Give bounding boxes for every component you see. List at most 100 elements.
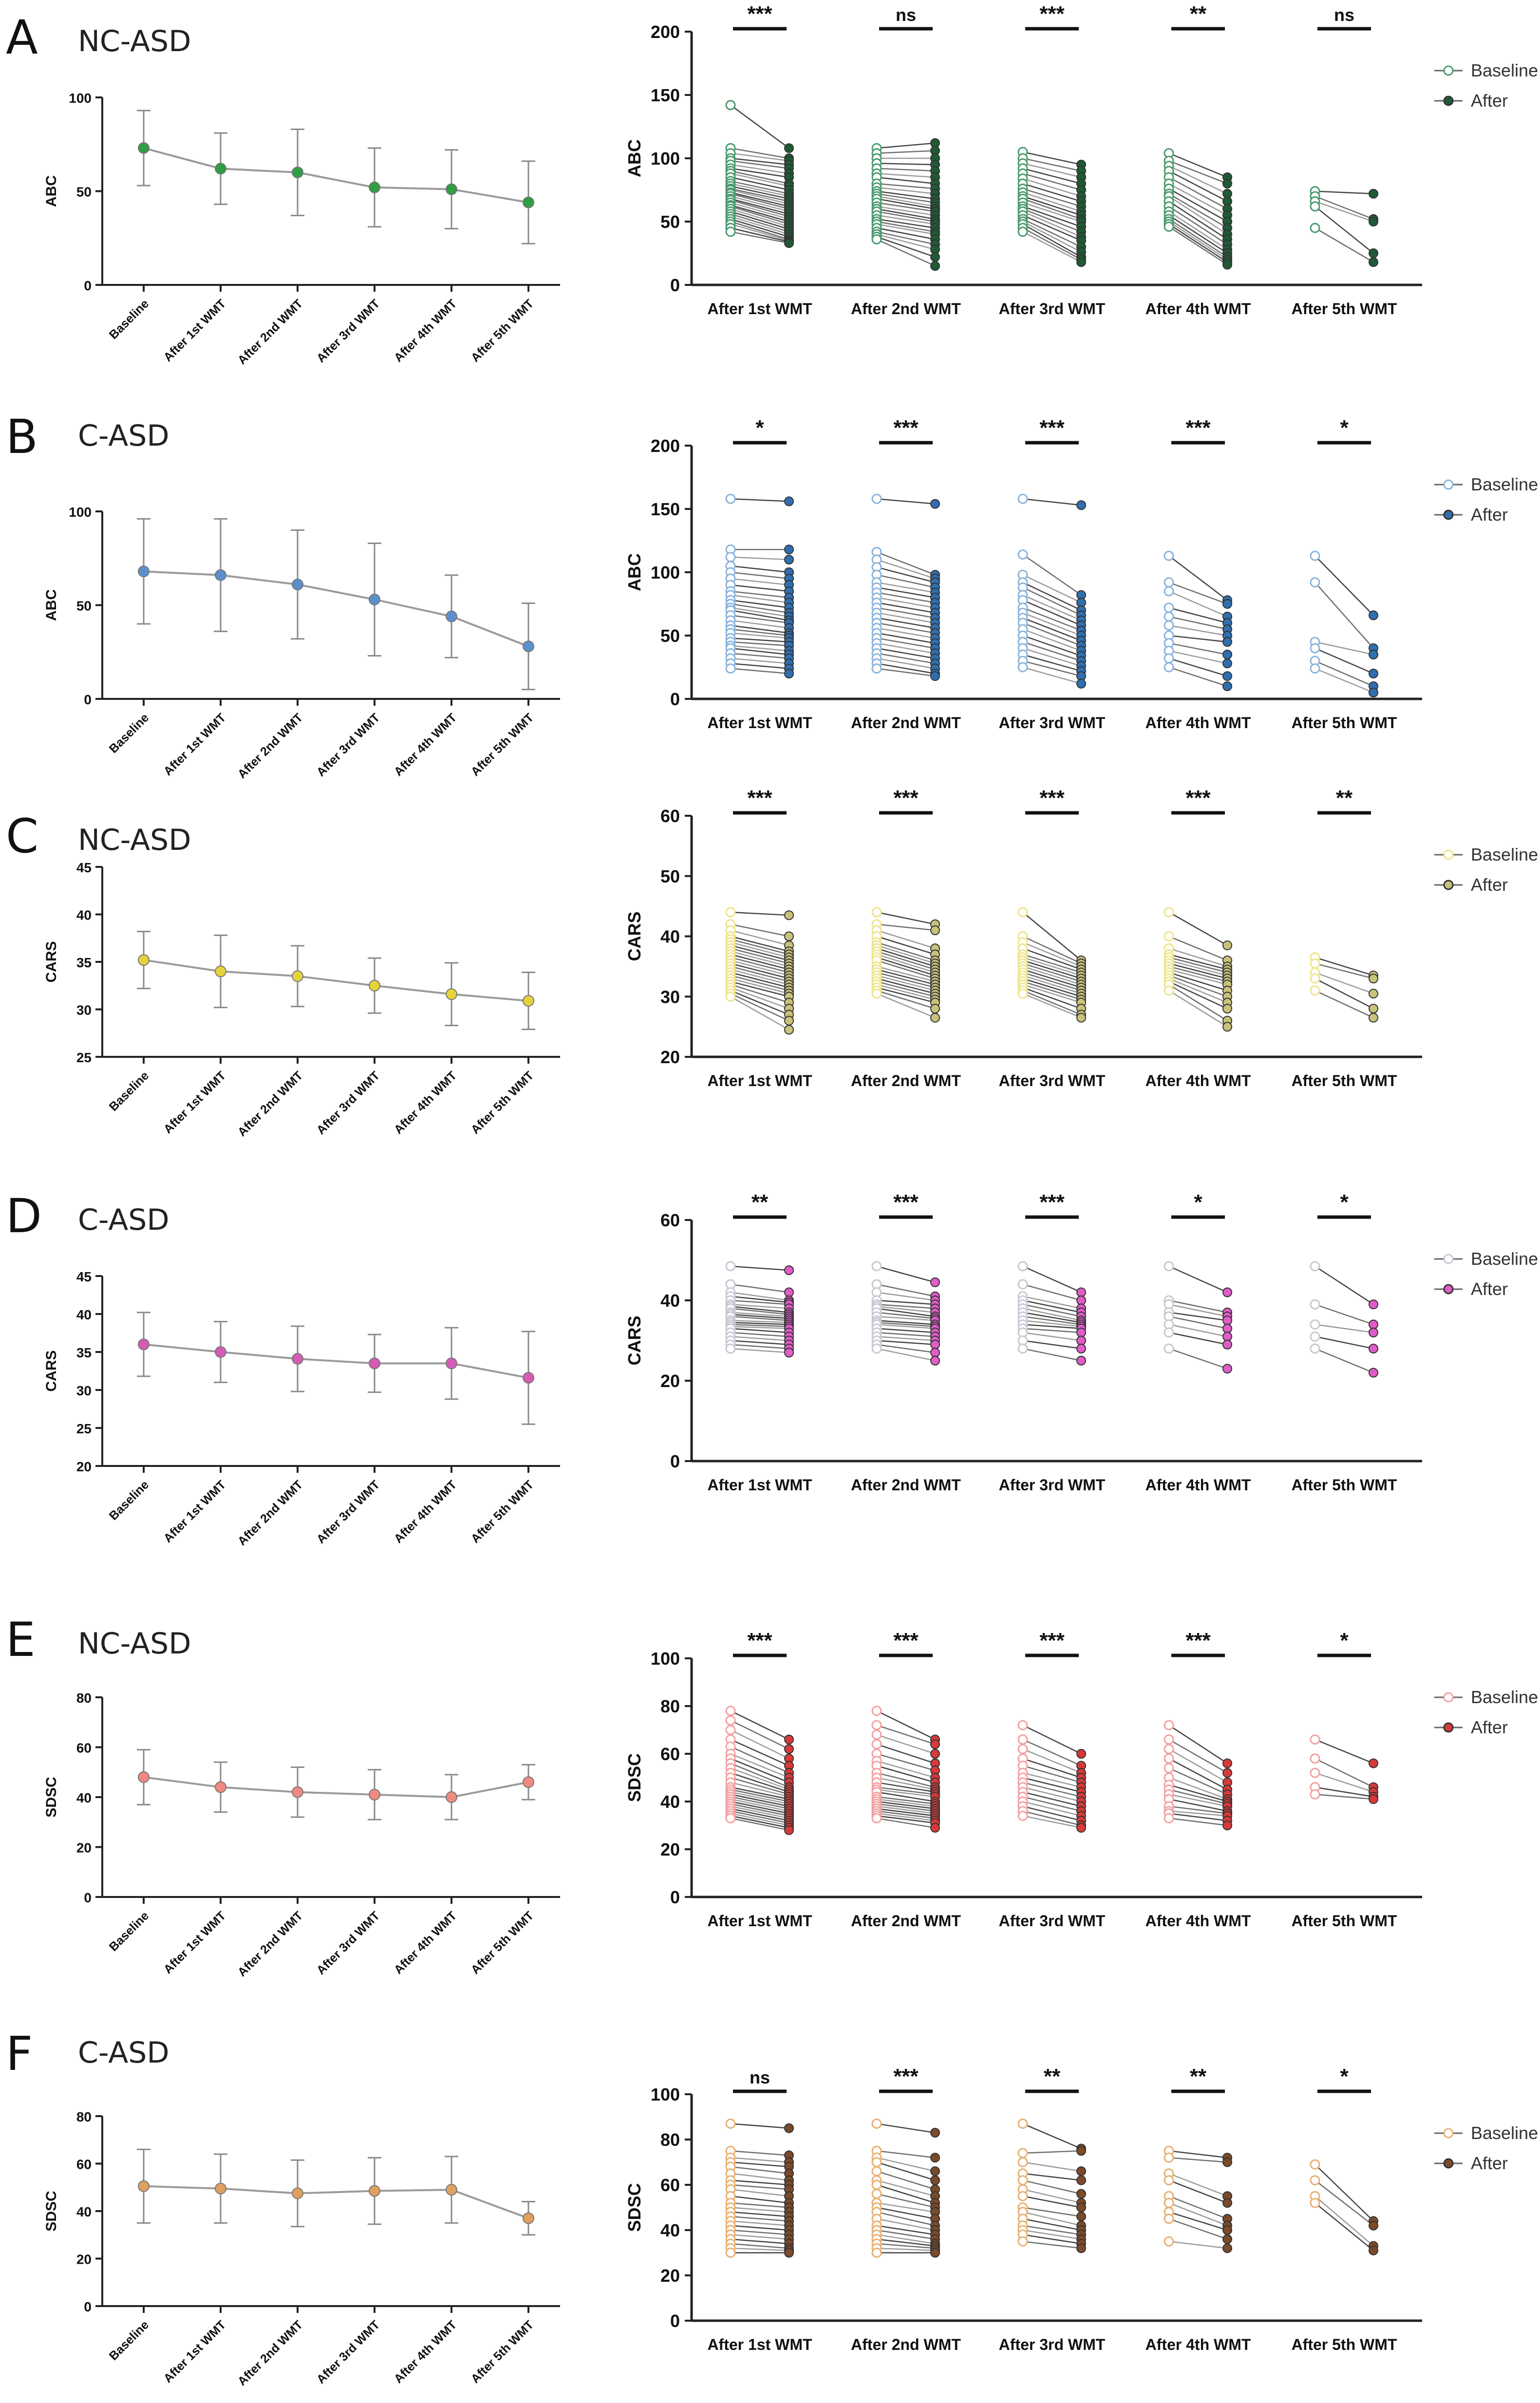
y-tick-label: 40 — [660, 1291, 680, 1311]
baseline-point — [725, 991, 736, 1002]
mean-point — [446, 1791, 457, 1803]
after-point — [1222, 1339, 1232, 1350]
pair-line — [730, 668, 789, 675]
pair-line — [1315, 206, 1374, 254]
pair-line — [730, 231, 789, 244]
pair-line — [1022, 2218, 1082, 2231]
pair-line — [876, 2247, 936, 2252]
baseline-point — [1310, 1734, 1320, 1745]
pair-line — [730, 211, 789, 230]
pair-line — [1022, 1772, 1082, 1788]
pair-line — [730, 2179, 789, 2186]
x-tick-label: After 1st WMT — [707, 2336, 812, 2353]
pair-line — [730, 1304, 789, 1309]
x-tick-label: After 3rd WMT — [999, 714, 1106, 732]
pair-line — [1168, 1784, 1228, 1802]
pair-line — [1022, 1308, 1082, 1321]
baseline-point — [1017, 1720, 1028, 1730]
pair-line — [1315, 647, 1374, 675]
pair-line — [1168, 2241, 1228, 2249]
pair-line — [730, 170, 789, 185]
pair-line — [1022, 981, 1082, 1000]
pair-line — [1315, 190, 1374, 195]
pair-line — [876, 2184, 936, 2204]
pair-line — [1022, 654, 1082, 672]
pair-line — [730, 984, 789, 1003]
pair-line — [876, 1336, 936, 1341]
baseline-point — [871, 234, 882, 244]
after-point — [930, 1004, 940, 1014]
pair-line — [730, 1803, 789, 1817]
significance-label: *** — [747, 2, 772, 26]
pair-line — [1022, 2229, 1082, 2240]
pair-line — [876, 498, 936, 505]
y-tick-label: 40 — [76, 2204, 92, 2219]
pair-line — [1022, 1748, 1082, 1774]
pair-line — [730, 1344, 789, 1350]
pair-line — [876, 208, 936, 220]
y-tick-label: 0 — [670, 2311, 680, 2331]
pair-line — [730, 911, 789, 916]
y-tick-label: 60 — [660, 2175, 680, 2195]
pair-line — [1022, 1299, 1082, 1313]
after-point — [1222, 1821, 1232, 1830]
y-tick-label: 50 — [660, 866, 680, 886]
x-tick-label: After 2nd WMT — [235, 1069, 306, 1139]
y-tick-label: 0 — [84, 278, 92, 293]
pair-line — [1168, 1332, 1228, 1345]
baseline-point — [1164, 1734, 1174, 1745]
y-tick-label: 30 — [660, 987, 680, 1007]
pair-line — [1022, 1777, 1082, 1793]
x-tick-label: After 2nd WMT — [235, 711, 306, 781]
pair-line — [730, 2229, 789, 2235]
pair-line — [1022, 1805, 1082, 1821]
x-tick-label: After 2nd WMT — [235, 2318, 306, 2388]
pair-line — [876, 1805, 936, 1814]
x-tick-label: After 2nd WMT — [851, 714, 961, 732]
pair-line — [1022, 2189, 1082, 2204]
pair-line — [730, 2234, 789, 2240]
after-point — [784, 2248, 794, 2258]
panel-letter: A — [6, 10, 38, 65]
legend-label: Baseline — [1471, 1687, 1538, 1707]
legend-label: Baseline — [1471, 2123, 1538, 2143]
after-point — [1076, 1822, 1086, 1833]
pair-line — [1022, 1332, 1082, 1341]
y-tick-label: 80 — [660, 2130, 680, 2150]
baseline-point — [1017, 2191, 1028, 2201]
pair-line — [1168, 1794, 1228, 1807]
x-tick-label: After 3rd WMT — [999, 2336, 1106, 2353]
significance-label: ns — [750, 2067, 770, 2087]
pair-line — [876, 190, 936, 200]
pair-line — [1168, 1348, 1228, 1370]
line-chart-D: D C-ASD 20 25 30 35 40 45 CARS Baseline After 1st … — [6, 1189, 560, 1548]
line-chart-E: E NC-ASD 0 20 40 60 80 SDSC Baseline After 1st WM… — [6, 1613, 560, 1979]
pair-line — [1168, 1798, 1228, 1812]
baseline-point — [871, 907, 882, 918]
baseline-point — [1164, 2175, 1174, 2186]
x-tick-label: After 5th WMT — [1292, 1476, 1397, 1494]
after-point — [784, 238, 794, 248]
after-point — [930, 1277, 940, 1287]
pair-line — [1022, 202, 1082, 223]
pair-line — [1022, 582, 1082, 611]
pair-line — [730, 1777, 789, 1795]
pair-line — [1022, 622, 1082, 646]
pair-line — [1022, 1815, 1082, 1829]
pair-line — [730, 1813, 789, 1826]
pair-line — [876, 987, 936, 1003]
pair-line — [730, 2220, 789, 2226]
baseline-point — [1164, 550, 1174, 561]
after-point — [930, 2166, 940, 2177]
pair-line — [1315, 660, 1374, 687]
pair-line — [876, 183, 936, 189]
pair-line — [1315, 1786, 1374, 1798]
pair-line — [730, 147, 789, 159]
pair-line — [876, 653, 936, 664]
legend-marker — [1443, 509, 1454, 520]
pair-line — [876, 1283, 936, 1297]
after-point — [1222, 1364, 1232, 1374]
after-point — [1369, 974, 1378, 984]
pair-line — [1022, 936, 1082, 964]
after-point — [1369, 1004, 1378, 1014]
